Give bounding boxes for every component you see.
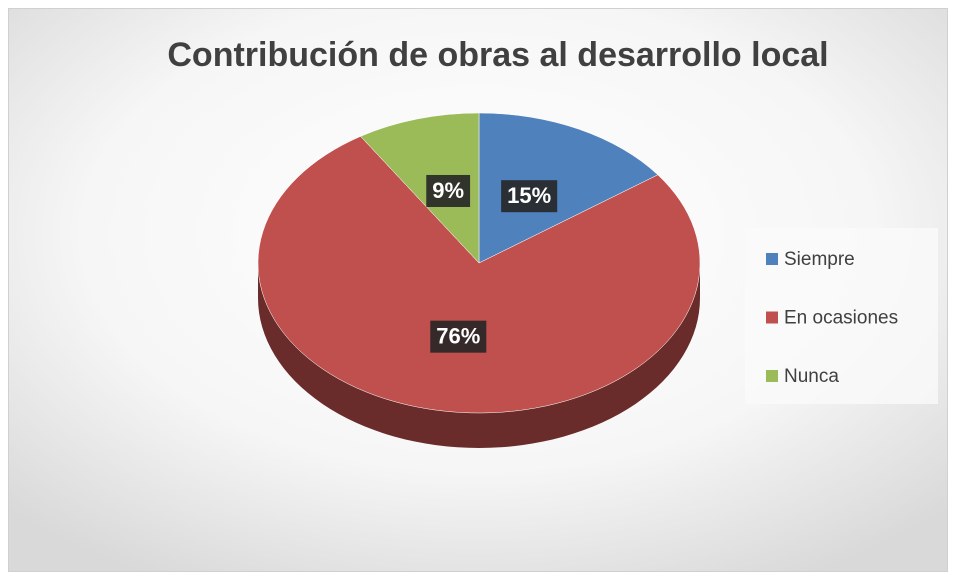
legend-swatch <box>766 311 778 324</box>
legend-label: Nunca <box>784 366 839 387</box>
data-label-box <box>426 174 471 207</box>
data-label-box <box>501 180 558 213</box>
data-label-box <box>430 320 487 353</box>
data-label: 76% <box>436 323 480 348</box>
slice <box>257 136 701 414</box>
legend-swatch <box>766 370 778 382</box>
slice <box>478 112 659 264</box>
legend-label: Siempre <box>784 249 855 270</box>
chart-title: Contribución de obras al desarrollo loca… <box>167 36 828 74</box>
pie: 15% 76% 9% <box>257 112 701 448</box>
data-label: 9% <box>432 178 464 203</box>
legend-swatch <box>766 253 778 265</box>
data-label: 15% <box>507 183 551 208</box>
slice-side <box>258 263 700 448</box>
slice <box>360 112 480 264</box>
legend-label: En ocasiones <box>784 308 898 329</box>
